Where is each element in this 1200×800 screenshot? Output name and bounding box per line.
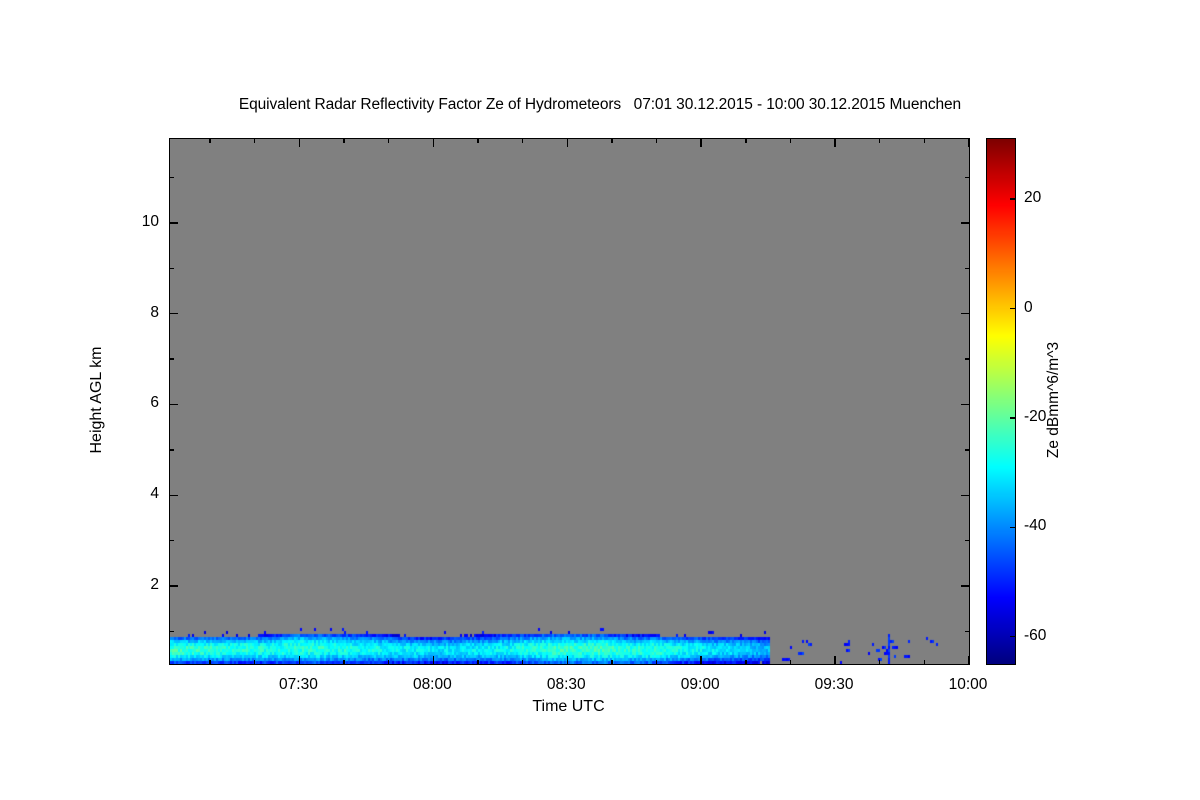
x-tick-minor (209, 660, 211, 664)
y-tick-minor (170, 630, 174, 633)
colorbar-tick (1010, 198, 1015, 200)
colorbar-tick-label: -20 (1024, 407, 1047, 425)
x-tick-major-top (566, 139, 568, 147)
x-tick-minor-top (789, 139, 792, 143)
y-tick-major (170, 312, 178, 315)
x-tick-minor (923, 660, 926, 664)
x-tick-major (968, 656, 969, 664)
colorbar-tick-label: 0 (1024, 298, 1033, 316)
y-tick-minor-right (965, 267, 969, 269)
x-tick-minor-top (477, 139, 479, 143)
x-tick-minor (745, 660, 747, 664)
x-tick-minor-top (521, 139, 524, 143)
y-tick-minor-right (965, 449, 969, 451)
y-tick-major-right (961, 585, 969, 587)
x-tick-minor-top (209, 139, 211, 143)
colorbar-tick (1010, 635, 1015, 638)
y-tick-minor-right (965, 539, 969, 542)
x-tick-major (834, 656, 836, 664)
colorbar-tick-label: -40 (1024, 517, 1047, 535)
chart-title: Equivalent Radar Reflectivity Factor Ze … (238, 96, 962, 113)
y-tick-label: 6 (150, 394, 159, 412)
colorbar-tick-label: 20 (1024, 189, 1042, 207)
y-tick-major-right (961, 222, 969, 224)
colorbar-label: Ze dBmm^6/m^3 (1045, 341, 1062, 459)
y-tick-major (170, 222, 178, 224)
y-tick-label: 2 (150, 575, 159, 593)
x-tick-major-top (968, 139, 969, 147)
x-tick-minor-top (388, 139, 390, 143)
y-tick-minor-right (965, 630, 969, 633)
x-tick-major-top (834, 139, 836, 147)
x-tick-minor-top (611, 139, 613, 143)
x-tick-major-top (298, 139, 301, 147)
colorbar-gradient (987, 139, 1015, 664)
reflectivity-heatmap (170, 139, 969, 664)
y-tick-major-right (961, 403, 969, 406)
colorbar-tick (1010, 307, 1015, 310)
x-tick-minor (655, 660, 658, 664)
colorbar-tick (1010, 417, 1015, 419)
x-tick-minor (477, 660, 479, 664)
x-tick-major (432, 656, 435, 664)
x-tick-label: 07:30 (279, 676, 318, 693)
y-tick-minor (170, 176, 174, 179)
x-tick-label: 08:30 (546, 676, 586, 693)
y-tick-minor-right (965, 358, 969, 360)
y-tick-label: 10 (141, 212, 159, 230)
y-tick-minor-right (965, 176, 969, 179)
y-tick-major-right (961, 494, 969, 496)
x-tick-minor (343, 660, 345, 664)
y-tick-minor (170, 449, 174, 451)
y-tick-major (170, 494, 178, 496)
x-tick-minor-top (745, 139, 747, 143)
y-tick-minor (170, 358, 174, 360)
x-tick-minor-top (923, 139, 926, 143)
x-tick-major (298, 656, 301, 664)
x-tick-major (566, 656, 568, 664)
x-tick-minor (388, 660, 390, 664)
x-tick-minor-top (655, 139, 658, 143)
x-axis-label: Time UTC (532, 698, 605, 715)
y-tick-major (170, 585, 178, 587)
y-tick-label: 8 (150, 303, 159, 321)
x-tick-minor-top (879, 139, 881, 143)
x-tick-minor (879, 660, 881, 664)
x-tick-major (700, 656, 702, 664)
x-tick-major-top (432, 139, 435, 147)
x-tick-label: 09:30 (814, 676, 854, 693)
x-tick-label: 08:00 (412, 676, 452, 693)
x-tick-label: 09:00 (680, 676, 720, 693)
y-tick-major (170, 403, 178, 406)
colorbar-tick-label: -60 (1024, 626, 1047, 644)
y-tick-minor (170, 267, 174, 269)
x-tick-major-top (700, 139, 702, 147)
y-tick-major-right (961, 312, 969, 315)
y-tick-minor (170, 539, 174, 542)
y-tick-label: 4 (150, 485, 159, 503)
x-tick-minor (254, 660, 256, 664)
x-tick-minor-top (254, 139, 256, 143)
colorbar-tick (1010, 526, 1015, 528)
x-tick-label: 10:00 (948, 676, 988, 693)
colorbar (986, 138, 1016, 665)
y-axis-label: Height AGL km (88, 346, 105, 454)
x-tick-minor (521, 660, 524, 664)
x-tick-minor (789, 660, 792, 664)
x-tick-minor-top (343, 139, 345, 143)
x-tick-minor (611, 660, 613, 664)
plot-area (169, 138, 970, 665)
